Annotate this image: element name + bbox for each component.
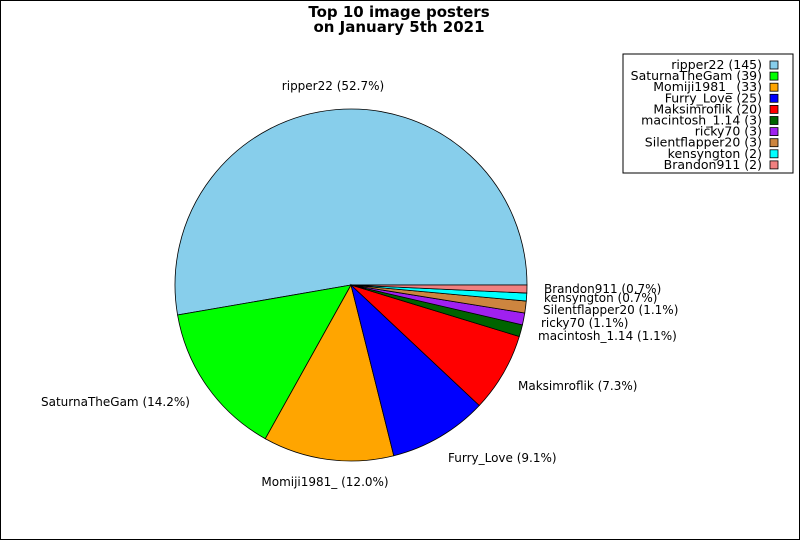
legend: ripper22 (145)SaturnaTheGam (39)Momiji19… — [622, 53, 794, 174]
chart-title-line-2: on January 5th 2021 — [313, 18, 484, 36]
pie-slice-ripper22 — [174, 108, 528, 316]
legend-swatch-macintosh-1-14 — [769, 116, 779, 125]
legend-swatch-momiji1981 — [769, 82, 779, 92]
pie-slice-brandon911 — [350, 284, 528, 294]
pie-labels: ripper22 (52.7%) SaturnaTheGam (14.2%) Mom… — [41, 79, 678, 489]
legend-label-maksimroflik: Maksimroflik (20) — [653, 101, 762, 116]
slice-label-momiji1981: Momiji1981_ (12.0%) — [261, 475, 388, 489]
slice-label-saturnathegam: SaturnaTheGam (14.2%) — [41, 395, 190, 409]
legend-label-brandon911: Brandon911 (2) — [664, 157, 762, 172]
legend-label-ricky70: ricky70 (3) — [695, 124, 762, 139]
legend-swatch-saturnathegam — [769, 71, 779, 81]
slice-label-silentflapper20: Silentflapper20 (1.1%) — [543, 303, 678, 317]
pie-slice-furry-love — [350, 283, 480, 457]
chart-title-line-1: Top 10 image posters — [308, 3, 489, 21]
slice-label-brandon911: Brandon911 (0.7%) — [544, 282, 661, 296]
slice-label-ripper22: ripper22 (52.7%) — [282, 79, 384, 93]
legend-label-saturnathegam: SaturnaTheGam (39) — [631, 68, 762, 83]
legend-label-momiji1981: Momiji1981_ (33) — [653, 79, 762, 94]
legend-swatch-brandon911 — [769, 160, 779, 170]
slice-label-ricky70: ricky70 (1.1%) — [541, 316, 628, 330]
legend-swatch-silentflapper20 — [769, 138, 779, 148]
legend-swatch-ricky70 — [769, 127, 779, 136]
legend-box — [622, 53, 794, 174]
legend-label-silentflapper20: Silentflapper20 (3) — [645, 135, 762, 150]
legend-swatch-kensyngton — [769, 149, 779, 159]
legend-label-ripper22: ripper22 (145) — [671, 57, 762, 72]
legend-label-furry-love: Furry_Love (25) — [665, 90, 762, 105]
legend-swatch-furry-love — [769, 93, 779, 103]
pie-slices — [174, 108, 528, 462]
legend-swatch-maksimroflik — [769, 105, 779, 114]
legend-swatch-ripper22 — [769, 60, 779, 70]
slice-label-furry-love: Furry_Love (9.1%) — [448, 451, 557, 465]
slice-label-macintosh-1-14: macintosh_1.14 (1.1%) — [538, 329, 677, 343]
slice-label-maksimroflik: Maksimroflik (7.3%) — [518, 379, 637, 393]
pie-slice-saturnathegam — [177, 284, 352, 440]
slice-label-kensyngton: kensyngton (0.7%) — [544, 291, 657, 305]
legend-label-macintosh-1-14: macintosh_1.14 (3) — [641, 113, 762, 128]
legend-label-kensyngton: kensyngton (2) — [668, 146, 762, 161]
